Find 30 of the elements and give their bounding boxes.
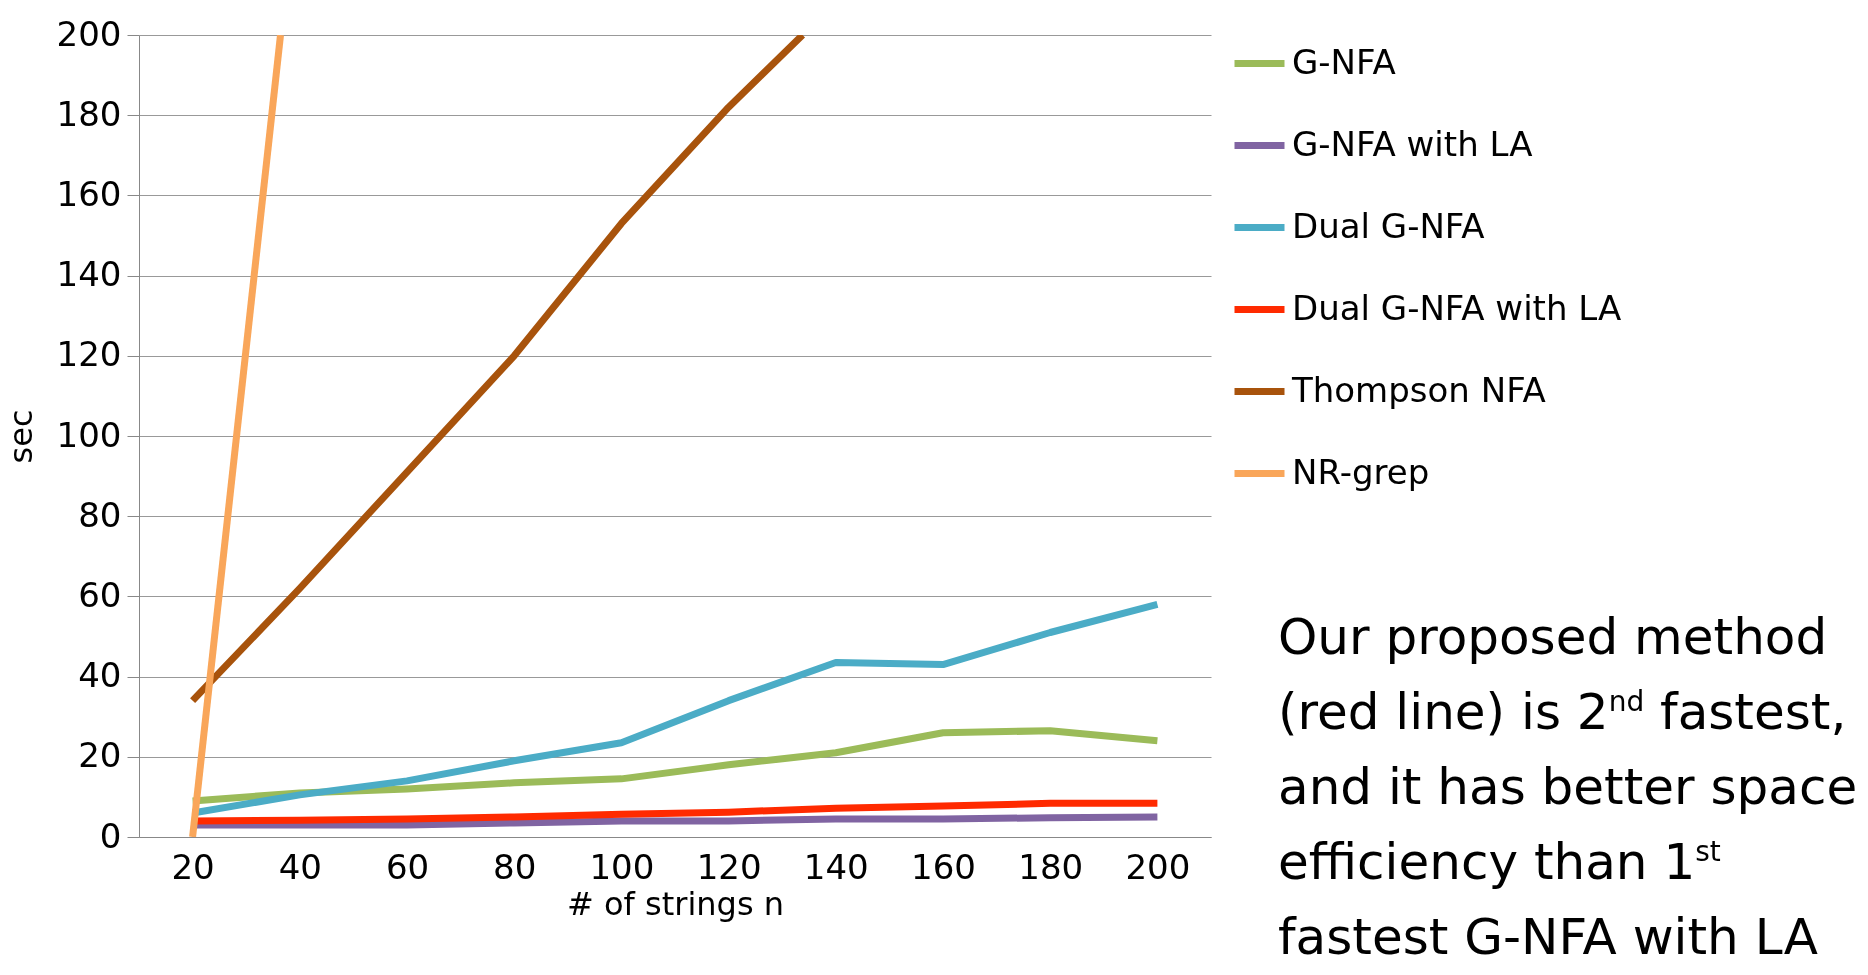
y-tick-label: 180: [56, 93, 122, 134]
text: Our proposed method (red line) is 2$^{nd}$ fastest, and it has better space efficiency than 1$^{st}$ fastest G-NFA with LA: [1278, 608, 1858, 966]
legend-label: Dual G-NFA: [1292, 205, 1485, 246]
x-tick-label: 200: [1125, 846, 1191, 887]
x-tick-label: 20: [171, 846, 215, 887]
y-tick-label: 40: [78, 655, 122, 696]
x-tick-label: 140: [803, 846, 869, 887]
y-tick-label: 200: [56, 13, 122, 54]
x-tick-label: 160: [911, 846, 976, 887]
x-tick-label: 180: [1018, 846, 1084, 887]
y-tick-label: 120: [56, 334, 122, 375]
legend-label: G-NFA with LA: [1292, 123, 1533, 164]
y-tick-label: 20: [78, 735, 122, 776]
y-tick-label: 80: [78, 494, 122, 535]
legend-label: Dual G-NFA with LA: [1292, 287, 1622, 328]
x-axis-title: # of strings n: [567, 884, 784, 923]
x-tick-label: 40: [278, 846, 322, 887]
y-tick-label: 100: [56, 414, 122, 455]
x-tick-label: 60: [385, 846, 430, 887]
x-tick-label: 100: [589, 846, 655, 887]
x-tick-label: 80: [493, 846, 537, 887]
y-tick-label: 0: [99, 815, 122, 856]
legend-label: NR-grep: [1292, 451, 1430, 492]
x-tick-label: 120: [696, 846, 762, 887]
legend-label: G-NFA: [1292, 41, 1396, 82]
legend-label: Thompson NFA: [1291, 369, 1546, 410]
y-tick-label: 160: [56, 173, 122, 214]
y-axis-title: sec: [1, 409, 40, 464]
y-tick-label: 60: [78, 574, 122, 615]
y-tick-label: 140: [56, 254, 122, 295]
